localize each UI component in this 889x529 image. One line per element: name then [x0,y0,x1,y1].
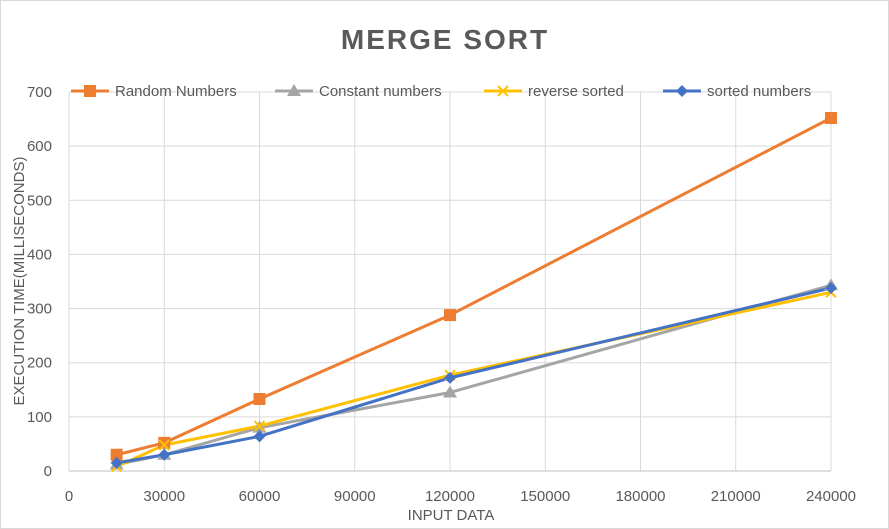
y-tick-label: 300 [27,301,52,318]
data-point-marker [158,448,171,461]
data-point-marker [110,456,123,469]
data-point-marker [443,385,457,398]
legend-label: sorted numbers [707,83,811,100]
y-tick-label: 500 [27,192,52,209]
data-point-marker [158,439,170,451]
y-tick-label: 600 [27,138,52,155]
y-tick-label: 100 [27,409,52,426]
data-point-marker [825,111,837,124]
series-line [115,116,833,457]
x-tick-label: 60000 [239,488,281,505]
x-tick-label: 120000 [425,488,475,505]
series-line [115,290,833,469]
legend-label: Constant numbers [319,83,442,100]
tick-labels: 0 100 200 300 400 500 600 700 0 30000 60000 90000 12… [27,84,856,505]
series-markers [109,111,838,473]
data-point-marker [825,281,837,294]
legend: Random Numbers Constant numbers reverse so… [71,83,811,100]
x-axis-title: INPUT DATA [408,507,495,524]
axes [68,92,831,472]
x-tick-label: 90000 [334,488,376,505]
x-tick-label: 150000 [520,488,570,505]
chart-title: MERGE SORT [341,24,549,55]
x-tick-label: 210000 [711,488,761,505]
y-tick-label: 0 [44,463,52,480]
x-tick-label: 30000 [143,488,185,505]
x-tick-label: 240000 [806,488,856,505]
data-point-marker [676,85,688,97]
legend-label: reverse sorted [528,83,624,100]
data-point-marker [84,85,96,97]
data-point-marker [253,420,266,432]
x-tick-label: 180000 [615,488,665,505]
x-tick-label: 0 [65,488,73,505]
y-tick-label: 400 [27,246,52,263]
legend-label: Random Numbers [115,83,237,100]
data-point-marker [444,371,456,384]
data-point-marker [253,392,266,405]
y-tick-label: 200 [27,355,52,372]
data-point-marker [110,448,123,461]
data-point-marker [287,84,301,96]
grid [69,91,832,471]
data-point-marker [253,430,266,443]
data-point-marker [497,85,509,97]
series-lines [115,116,833,469]
data-point-marker [158,436,171,449]
y-axis-title: EXECUTION TIME(MILLISECONDS) [11,157,28,406]
data-point-marker [444,309,456,322]
y-tick-label: 700 [27,84,52,101]
